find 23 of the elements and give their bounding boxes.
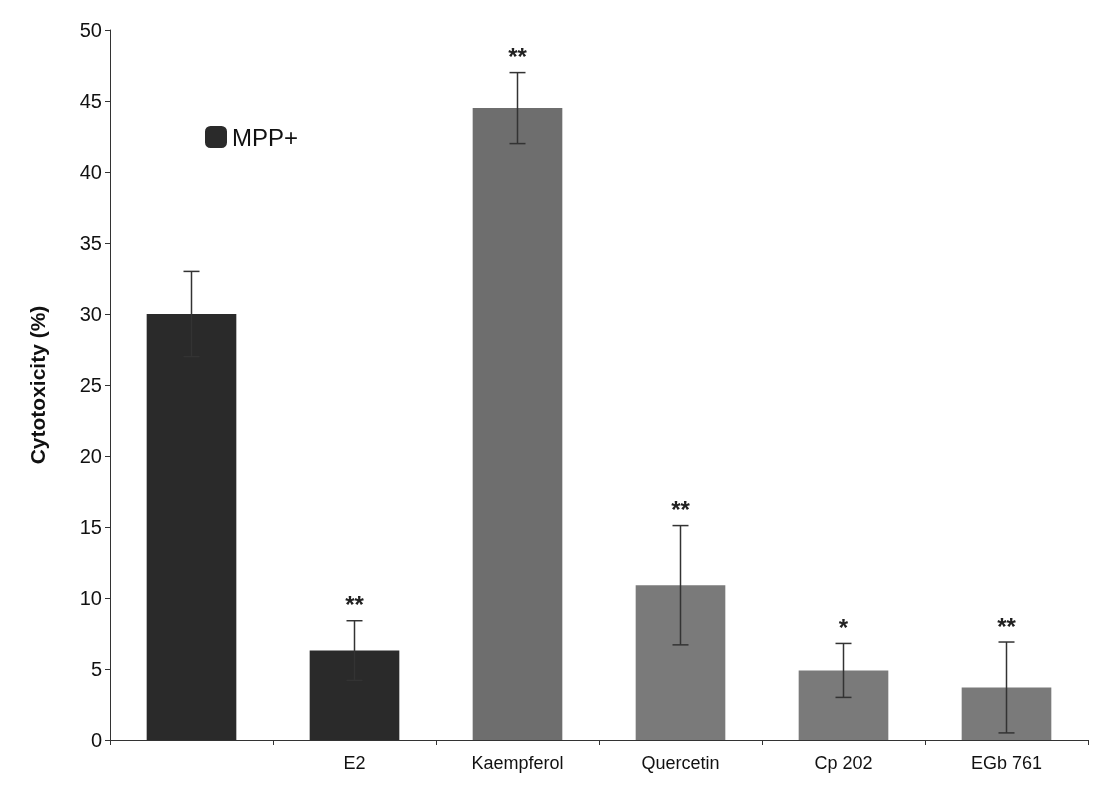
y-tick-label: 20: [79, 445, 102, 467]
x-tick-label: EGb 761: [970, 753, 1043, 773]
annotation: **: [508, 43, 528, 71]
y-tick-label: 50: [79, 19, 102, 41]
x-tick-label: E2: [343, 753, 366, 773]
annotation: *: [838, 613, 849, 641]
annotation: **: [997, 612, 1017, 640]
y-tick-label: 25: [79, 374, 102, 396]
y-tick-label: 10: [79, 587, 102, 609]
y-tick-label: 0: [90, 729, 102, 751]
legend-label: MPP+: [232, 123, 299, 151]
y-tick-label: 40: [79, 161, 102, 183]
x-tick-label: Kaempferol: [471, 753, 564, 773]
x-tick-label: Cp 202: [814, 753, 873, 773]
y-tick-label: 30: [79, 303, 102, 325]
annotation: **: [345, 591, 365, 619]
x-tick-label: Quercetin: [641, 753, 720, 773]
y-tick-label: 15: [79, 516, 102, 538]
annotation: **: [671, 496, 691, 524]
y-tick-label: 45: [79, 90, 102, 112]
y-tick-label: 35: [79, 232, 102, 254]
y-tick-label: 5: [90, 658, 102, 680]
y-axis-title: Cytotoxicity (%): [26, 305, 49, 465]
